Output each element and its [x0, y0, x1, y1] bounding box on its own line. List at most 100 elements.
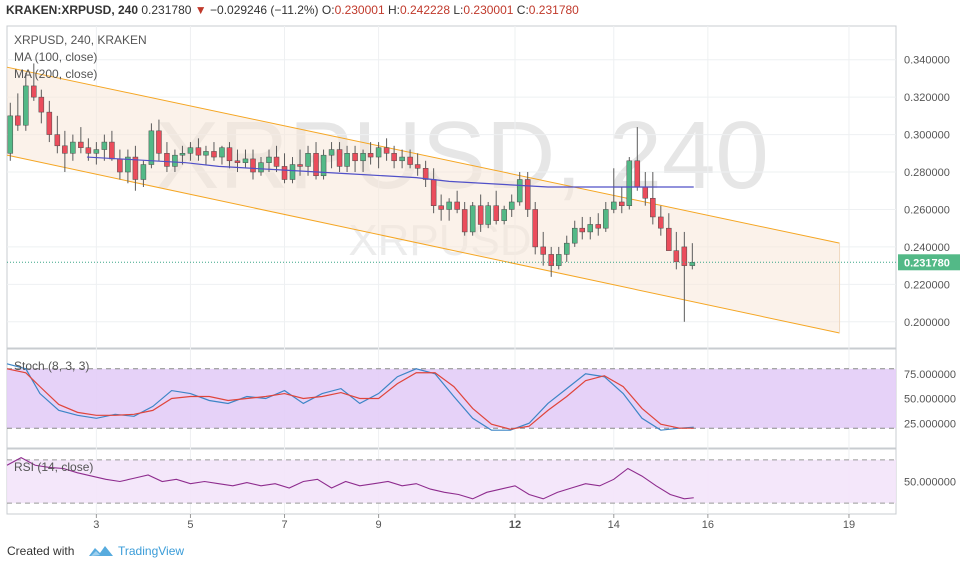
- stoch-tick-0: 75.000000: [904, 369, 956, 381]
- symbol-name: KRAKEN:XRPUSD, 240: [6, 3, 139, 17]
- legend-ma100[interactable]: MA (100, close): [14, 50, 98, 64]
- candle-body-41: [328, 149, 335, 156]
- candle-body-80: [634, 160, 641, 188]
- price-change: −0.029246 (−11.2%): [210, 3, 319, 17]
- price-tick-3: 0.280000: [904, 167, 950, 179]
- candle-body-8: [70, 141, 76, 154]
- close-value: 0.231780: [528, 3, 579, 17]
- candle-body-29: [234, 160, 241, 163]
- channel-upper-line: [6, 66, 840, 244]
- candle-body-74: [587, 224, 594, 233]
- price-tick-5: 0.240000: [904, 242, 950, 254]
- candle-body-70: [555, 254, 562, 266]
- candle-body-57: [454, 201, 460, 210]
- price-tick-6: 0.220000: [904, 279, 950, 291]
- candle-body-5: [46, 111, 53, 135]
- candle-body-62: [493, 205, 499, 221]
- candle-body-54: [430, 179, 437, 206]
- candle-body-40: [320, 154, 327, 177]
- candle-body-75: [595, 224, 602, 229]
- tradingview-logo-icon: [89, 546, 113, 556]
- candle-body-67: [532, 209, 538, 248]
- stoch-series-1: [6, 368, 694, 430]
- candle-body-42: [336, 149, 343, 167]
- candle-body-84: [666, 227, 672, 251]
- time-tick-0: 3: [93, 519, 99, 531]
- candle-body-20: [164, 153, 170, 167]
- candle-body-38: [305, 153, 311, 167]
- candle-body-87: [689, 262, 696, 266]
- candle-body-55: [438, 205, 444, 210]
- candle-body-86: [681, 246, 688, 266]
- legend-pair[interactable]: XRPUSD, 240, KRAKEN: [14, 33, 147, 47]
- open-label: O:: [321, 3, 335, 17]
- time-tick-2: 7: [281, 519, 287, 531]
- candle-body-18: [148, 130, 155, 165]
- candle-body-66: [524, 179, 531, 210]
- candle-body-39: [313, 153, 319, 177]
- price-axis-ticks: 0.340000 0.320000 0.300000 0.280000 0.260000…: [898, 55, 960, 329]
- candle-body-61: [485, 205, 491, 225]
- candle-body-31: [250, 158, 256, 173]
- candle-body-72: [571, 227, 578, 244]
- moving-average: [7, 156, 896, 263]
- candle-body-50: [399, 156, 405, 162]
- price-tick-7: 0.200000: [904, 317, 950, 329]
- time-tick-3: 9: [376, 519, 382, 531]
- time-tick-5: 14: [608, 519, 620, 531]
- stochastic-oscillator: 75.000000 50.000000 25.000000: [6, 363, 956, 431]
- candle-body-83: [658, 216, 664, 229]
- candle-body-82: [650, 197, 656, 218]
- open-value: 0.230001: [334, 3, 385, 17]
- candle-body-45: [360, 153, 366, 162]
- stoch-tick-1: 50.000000: [904, 394, 956, 406]
- close-label: C:: [516, 3, 529, 17]
- candle-body-10: [85, 147, 92, 154]
- candle-body-47: [375, 147, 382, 158]
- time-tick-7: 19: [843, 519, 855, 531]
- candle-body-73: [579, 227, 586, 233]
- candle-body-16: [132, 156, 139, 180]
- candle-body-65: [516, 179, 523, 203]
- low-label: L:: [453, 3, 464, 17]
- candle-body-37: [297, 164, 303, 167]
- candle-body-71: [563, 242, 570, 255]
- candle-body-46: [367, 153, 374, 158]
- candle-body-1: [15, 115, 21, 126]
- candle-body-13: [109, 141, 115, 160]
- candle-body-69: [548, 254, 554, 266]
- price-channel: [6, 66, 841, 334]
- candle-body-56: [446, 201, 452, 210]
- rsi-band-fill: [7, 459, 896, 504]
- candle-body-23: [187, 147, 194, 154]
- legend-rsi[interactable]: RSI (14, close): [14, 460, 94, 474]
- candle-body-79: [626, 160, 633, 206]
- price-tick-1: 0.320000: [904, 92, 950, 104]
- candle-body-44: [352, 153, 358, 162]
- time-tick-1: 5: [187, 519, 193, 531]
- candle-body-68: [540, 246, 546, 255]
- legend-stoch[interactable]: Stoch (8, 3, 3): [14, 359, 90, 373]
- rsi-indicator: 50.000000: [6, 457, 956, 504]
- symbol-header: KRAKEN:XRPUSD, 240 0.231780 ▼ −0.029246 …: [6, 3, 579, 17]
- candle-body-81: [642, 186, 649, 199]
- channel-lower-line: [6, 154, 840, 334]
- stoch-band-fill: [7, 368, 896, 429]
- candle-body-76: [603, 209, 609, 229]
- candle-body-6: [54, 134, 61, 147]
- candle-body-64: [508, 201, 515, 210]
- candle-body-58: [461, 209, 468, 233]
- candle-body-7: [62, 145, 68, 154]
- candle-body-49: [391, 153, 397, 162]
- time-axis-ticks: 3 5 7 9 12 14 16 19: [93, 514, 855, 531]
- candle-body-36: [289, 164, 296, 180]
- candle-body-53: [422, 168, 429, 180]
- candle-body-33: [266, 156, 272, 163]
- last-price-label-bg: [898, 254, 960, 271]
- candle-body-11: [93, 149, 100, 154]
- legend-ma200[interactable]: MA (200, close): [14, 67, 98, 81]
- tradingview-link[interactable]: TradingView: [118, 544, 185, 558]
- candle-body-21: [172, 154, 178, 167]
- candle-body-52: [414, 164, 421, 169]
- stoch-tick-2: 25.000000: [904, 418, 956, 430]
